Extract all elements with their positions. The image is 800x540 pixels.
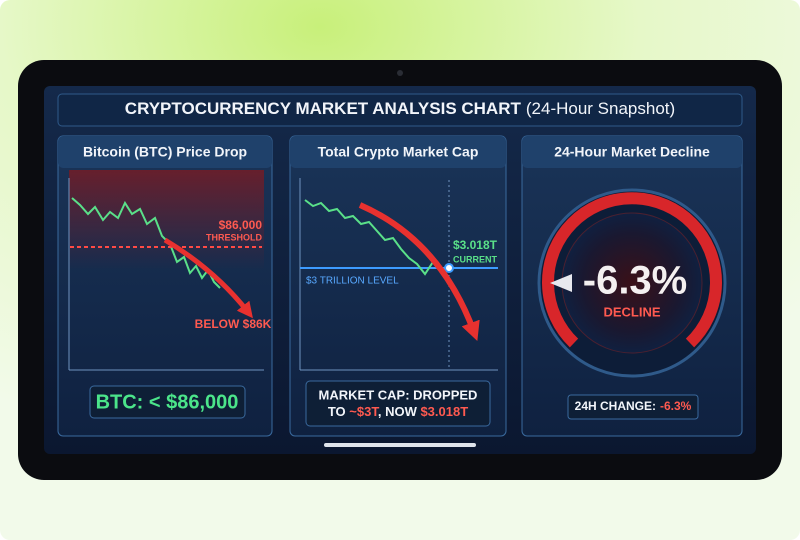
footer: BTC: < $86,000	[96, 391, 239, 413]
trend-arrow	[358, 202, 480, 342]
footer: 24H CHANGE: -6.3%	[575, 399, 692, 413]
panel-title: Total Crypto Market Cap	[318, 144, 479, 160]
footer-line: TO ~$3T, NOW $3.018T	[328, 404, 468, 419]
threshold-label: THRESHOLD	[206, 232, 263, 242]
footer-value: -6.3%	[660, 399, 692, 413]
panel-title: Bitcoin (BTC) Price Drop	[83, 144, 247, 160]
price-line	[71, 197, 221, 289]
footer-box	[89, 385, 246, 419]
panel-title: 24-Hour Market Decline	[554, 144, 710, 160]
threshold-value: $86,000	[219, 218, 263, 232]
current-point	[444, 263, 454, 273]
gauge-pointer	[550, 274, 572, 292]
panel-header	[522, 136, 742, 168]
panel-header	[290, 136, 506, 168]
trend-arrow	[163, 237, 253, 319]
level-label: $3 TRILLION LEVEL	[306, 276, 399, 287]
title-suffix: (24-Hour Snapshot)	[526, 99, 675, 118]
gauge-value: -6.3%	[583, 259, 688, 303]
camera	[397, 70, 403, 76]
title: CRYPTOCURRENCY MARKET ANALYSIS CHART (24-…	[125, 99, 675, 118]
footer-text: , NOW	[378, 404, 421, 419]
gauge-label: DECLINE	[603, 304, 660, 319]
current-value: $3.018T	[453, 238, 498, 252]
annotation: BELOW $86K	[195, 317, 272, 331]
title-bar	[57, 93, 743, 127]
panel-header	[58, 136, 272, 168]
title-main: CRYPTOCURRENCY MARKET ANALYSIS CHART	[125, 99, 522, 118]
home-indicator	[324, 443, 476, 447]
footer-box	[305, 380, 491, 427]
footer-label: 24H CHANGE:	[575, 399, 656, 413]
glow	[69, 170, 264, 270]
footer-highlight: ~$3T	[349, 404, 379, 419]
footer-highlight: $3.018T	[420, 404, 468, 419]
footer-text: TO	[328, 404, 349, 419]
footer-line: MARKET CAP: DROPPED	[319, 387, 478, 402]
market-cap-line	[304, 199, 450, 276]
gauge-arc	[542, 192, 722, 348]
footer-box	[567, 394, 699, 420]
current-label: CURRENT	[453, 254, 498, 264]
